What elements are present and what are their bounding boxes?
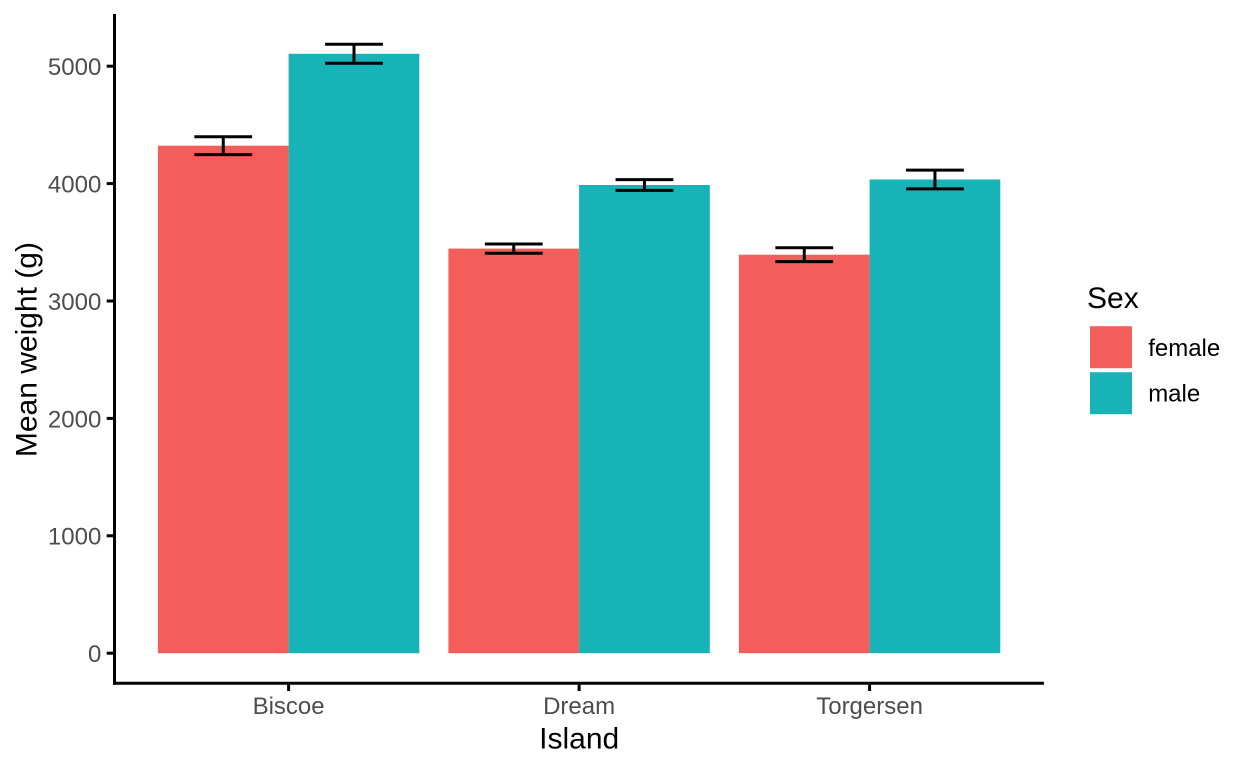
svg-text:male: male bbox=[1148, 381, 1200, 408]
svg-text:Torgersen: Torgersen bbox=[816, 693, 923, 720]
svg-text:Island: Island bbox=[539, 722, 619, 755]
svg-text:female: female bbox=[1148, 335, 1220, 362]
svg-text:5000: 5000 bbox=[48, 54, 101, 81]
svg-text:4000: 4000 bbox=[48, 172, 101, 199]
svg-text:3000: 3000 bbox=[48, 289, 101, 316]
svg-text:Mean weight (g): Mean weight (g) bbox=[10, 242, 43, 457]
svg-text:1000: 1000 bbox=[48, 524, 101, 551]
svg-text:Biscoe: Biscoe bbox=[253, 693, 325, 720]
svg-text:Dream: Dream bbox=[543, 693, 615, 720]
svg-text:Sex: Sex bbox=[1087, 282, 1139, 315]
svg-text:0: 0 bbox=[88, 641, 101, 668]
svg-text:2000: 2000 bbox=[48, 406, 101, 433]
